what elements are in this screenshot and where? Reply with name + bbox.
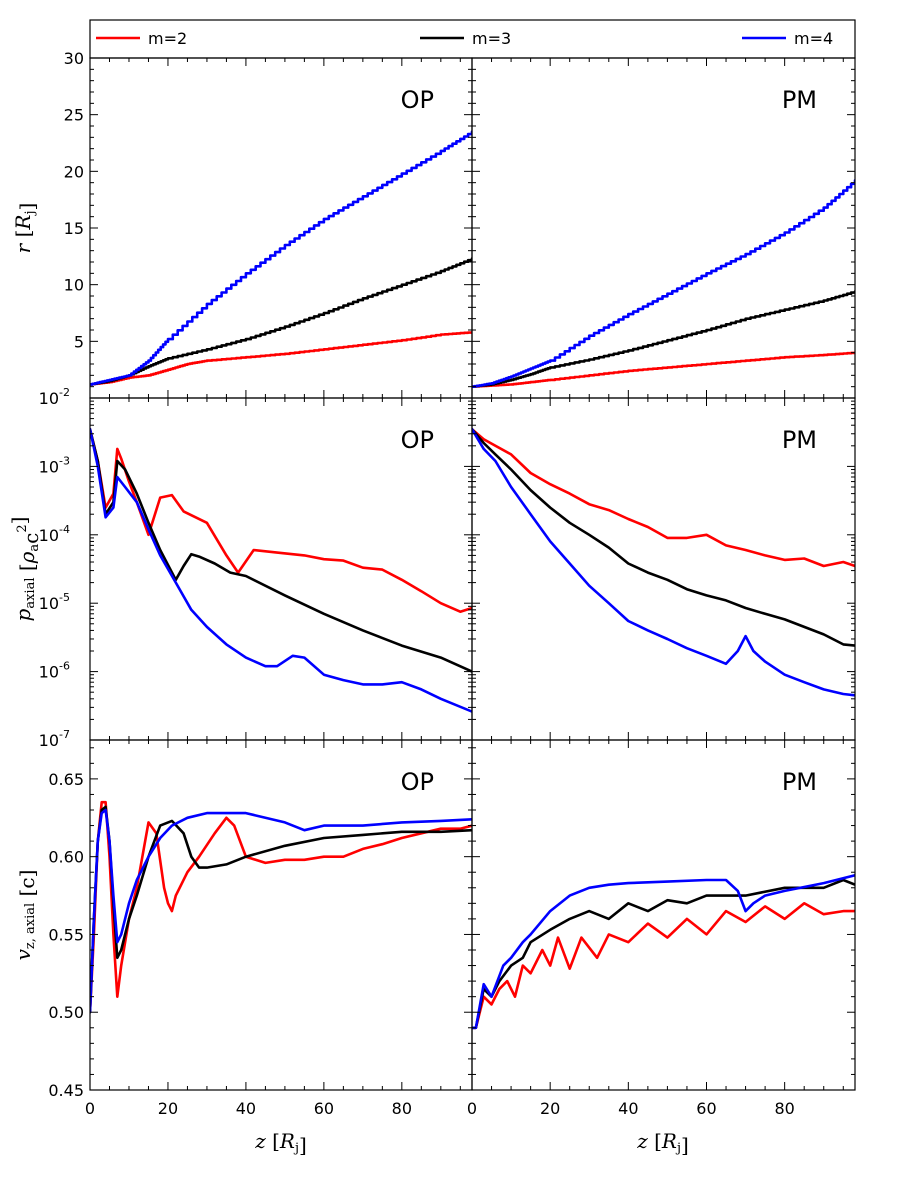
x-axis-label: z [Rj] <box>254 1129 307 1157</box>
y-tick-exponent: -2 <box>59 386 70 399</box>
x-tick-label: 80 <box>774 1099 794 1118</box>
y-tick-label: 25 <box>64 106 84 125</box>
y-tick-label: 15 <box>64 219 84 238</box>
y-tick-label: 0.60 <box>48 848 84 867</box>
y-tick-label: 20 <box>64 162 84 181</box>
series-line-m3 <box>90 805 472 1014</box>
legend-entry: m=3 <box>420 29 511 48</box>
series-line-m4 <box>472 874 855 1030</box>
x-tick-label: 40 <box>618 1099 638 1118</box>
legend-label: m=2 <box>148 29 187 48</box>
y-tick-exponent: -4 <box>59 523 70 536</box>
panel-pm-vzaxial: PM 0 20 40 60 80 <box>467 739 856 1118</box>
y-tick-label: 10-5 <box>39 591 70 613</box>
panel-op-paxial: OP 10-7 10-6 10-5 10-4 10-3 10-2 <box>39 386 473 750</box>
x-tick-label: 20 <box>158 1099 178 1118</box>
y-tick-exponent: -7 <box>59 728 70 741</box>
series-line-m4 <box>472 427 855 697</box>
series-line-m2 <box>472 902 855 1030</box>
panel-pm-r: PM <box>471 57 856 399</box>
y-tick-label: 10-2 <box>39 386 70 408</box>
series-line-m3 <box>90 257 472 386</box>
series-line-m4 <box>90 427 472 713</box>
panel-op-vzaxial: OP 0.45 0.50 0.55 0.60 0.65 0 20 40 60 80 <box>48 739 473 1118</box>
series-line-m3 <box>472 427 855 647</box>
x-tick-label: 60 <box>696 1099 716 1118</box>
series-line-m2 <box>90 427 472 613</box>
x-tick-label: 0 <box>85 1099 95 1118</box>
axis-labels: r [Rj] paxial [ρac2] vz, axial [c] z [Rj] z … <box>7 203 689 1157</box>
panel-tag: PM <box>782 86 817 114</box>
y-axis-label: vz, axial [c] <box>11 870 39 961</box>
panel-tag: OP <box>401 768 434 796</box>
series-line-m3 <box>472 878 855 1030</box>
y-tick-label: 10-7 <box>39 728 70 750</box>
series-line-m3 <box>90 427 472 673</box>
series-line-m2 <box>90 800 472 1014</box>
x-tick-label: 20 <box>540 1099 560 1118</box>
series-line-m2 <box>472 427 855 568</box>
series-line-m4 <box>90 808 472 1014</box>
series-line-m3 <box>472 290 855 388</box>
panels: OP 5 10 15 20 25 30 PM OP 10-7 10-6 10-5 10-4 10-3 10-… <box>39 49 856 1118</box>
series-line-m4 <box>472 179 855 388</box>
y-tick-label: 10-3 <box>39 454 70 476</box>
panel-tag: PM <box>782 426 817 454</box>
panel-tag: OP <box>401 426 434 454</box>
y-axis-label: r [Rj] <box>11 203 39 254</box>
legend-entry: m=4 <box>742 29 833 48</box>
series-line-m2 <box>90 331 472 386</box>
y-tick-label: 0.55 <box>48 925 84 944</box>
y-tick-exponent: -3 <box>59 454 70 467</box>
y-tick-label: 0.50 <box>48 1003 84 1022</box>
y-tick-label: 0.65 <box>48 770 84 789</box>
series-line-m2 <box>472 351 855 388</box>
y-tick-label: 30 <box>64 49 84 68</box>
y-tick-exponent: -5 <box>59 591 70 604</box>
legend-label: m=4 <box>794 29 833 48</box>
legend-label: m=3 <box>472 29 511 48</box>
panel-tag: OP <box>401 86 434 114</box>
legend: m=2 m=3 m=4 <box>89 19 856 59</box>
y-tick-label: 10-6 <box>39 660 70 682</box>
panel-pm-paxial: PM <box>471 397 856 741</box>
y-tick-label: 0.45 <box>48 1081 84 1100</box>
x-tick-label: 80 <box>392 1099 412 1118</box>
legend-entry: m=2 <box>96 29 187 48</box>
y-axis-label: paxial [ρac2] <box>7 517 43 622</box>
y-tick-label: 10-4 <box>39 523 70 545</box>
x-axis-label: z [Rj] <box>636 1129 689 1157</box>
x-tick-label: 60 <box>314 1099 334 1118</box>
y-tick-label: 5 <box>74 332 84 351</box>
x-tick-label: 0 <box>467 1099 477 1118</box>
panel-tag: PM <box>782 768 817 796</box>
panel-frame <box>471 739 856 1091</box>
x-tick-label: 40 <box>236 1099 256 1118</box>
y-tick-exponent: -6 <box>59 660 70 673</box>
y-tick-label: 10 <box>64 276 84 295</box>
panel-op-r: OP 5 10 15 20 25 30 <box>64 49 473 399</box>
series-line-m4 <box>90 130 472 386</box>
